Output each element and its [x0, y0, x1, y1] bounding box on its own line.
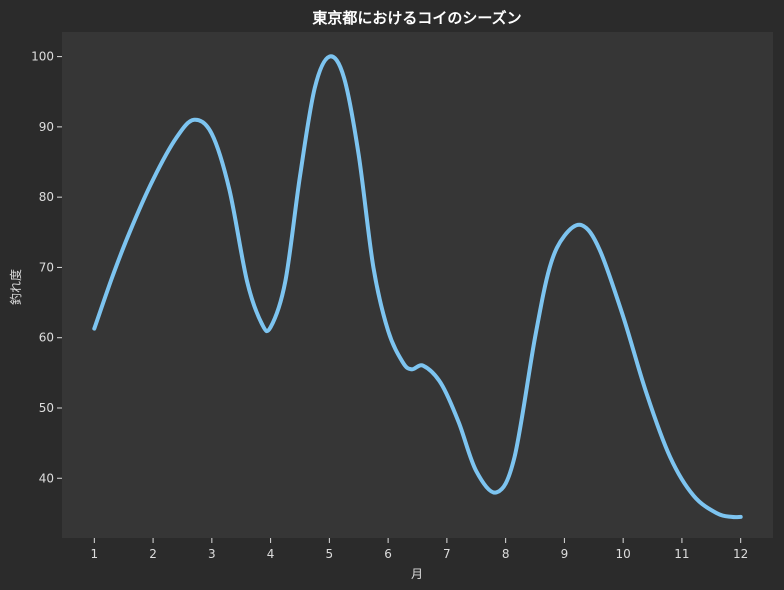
- y-tick-label: 70: [39, 260, 54, 274]
- y-tick-label: 40: [39, 471, 54, 485]
- y-axis-ticks: 40 50 60 70 80 90 100: [31, 50, 62, 485]
- series-line: [92, 54, 743, 520]
- plot-area: [62, 32, 773, 538]
- y-tick-label: 90: [39, 120, 54, 134]
- y-tick-label: 100: [31, 50, 54, 64]
- x-tick-label: 4: [267, 547, 275, 561]
- x-tick-label: 2: [149, 547, 157, 561]
- x-tick-label: 8: [502, 547, 510, 561]
- x-tick-label: 7: [443, 547, 451, 561]
- x-tick-label: 3: [208, 547, 216, 561]
- x-tick-label: 6: [384, 547, 392, 561]
- x-axis-label: 月: [411, 567, 423, 581]
- y-tick-label: 50: [39, 401, 54, 415]
- x-tick-label: 11: [674, 547, 689, 561]
- x-axis-ticks: 1 2 3 4 5 6 7 8 9 10 11 12: [90, 538, 748, 561]
- x-tick-label: 10: [616, 547, 631, 561]
- y-tick-label: 80: [39, 190, 54, 204]
- y-tick-label: 60: [39, 331, 54, 345]
- y-axis-label: 釣れ度: [8, 269, 23, 305]
- x-tick-label: 12: [733, 547, 748, 561]
- x-tick-label: 9: [561, 547, 569, 561]
- chart-title: 東京都におけるコイのシーズン: [312, 9, 521, 27]
- x-tick-label: 5: [326, 547, 334, 561]
- x-tick-label: 1: [90, 547, 98, 561]
